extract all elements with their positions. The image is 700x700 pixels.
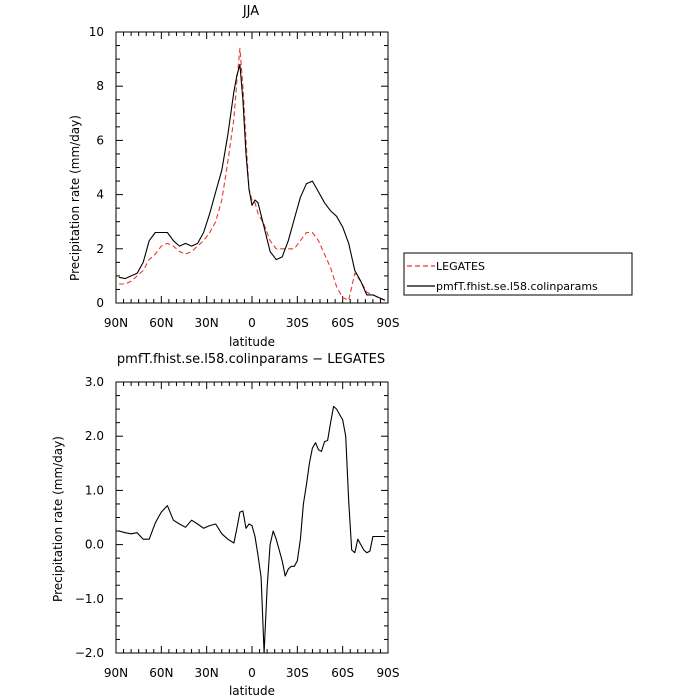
top-panel: JJA latitude Precipitation rate (mm/day)… <box>68 4 399 349</box>
top-series-line-pmft-fhist-se-l58-colinparams <box>118 63 386 301</box>
top-x-tick-label: 60S <box>331 316 354 330</box>
bottom-chart-title: pmfT.fhist.se.l58.colinparams − LEGATES <box>117 352 385 367</box>
bottom-panel: pmfT.fhist.se.l58.colinparams − LEGATES … <box>51 352 399 698</box>
bottom-y-tick-label: 2.0 <box>85 429 104 443</box>
top-x-tick-label: 60N <box>149 316 173 330</box>
bottom-series-line-difference <box>118 405 385 654</box>
top-x-tick-label: 30S <box>286 316 309 330</box>
bottom-x-tick-label: 60N <box>149 666 173 680</box>
top-series-line-legates <box>119 47 386 301</box>
bottom-x-tick-label: 30S <box>286 666 309 680</box>
top-y-tick-label: 0 <box>96 296 104 310</box>
bottom-x-axis-label: latitude <box>229 684 275 698</box>
legend-label-legates: LEGATES <box>436 260 485 273</box>
bottom-y-axis-label: Precipitation rate (mm/day) <box>51 436 65 602</box>
bottom-y-tick-label: 3.0 <box>85 375 104 389</box>
bottom-x-tick-label: 30N <box>195 666 219 680</box>
bottom-y-tick-label: −2.0 <box>75 646 104 660</box>
top-y-axis-label: Precipitation rate (mm/day) <box>68 115 82 281</box>
legend-box <box>403 252 633 296</box>
bottom-x-tick-label: 90S <box>377 666 400 680</box>
top-x-tick-label: 0 <box>248 316 256 330</box>
top-chart-legend: LEGATES pmfT.fhist.se.l58.colinparams <box>403 252 633 296</box>
top-y-tick-label: 6 <box>96 133 104 147</box>
legend-label-model: pmfT.fhist.se.l58.colinparams <box>436 280 598 293</box>
top-y-tick-label: 4 <box>96 188 104 202</box>
top-x-tick-label: 90N <box>104 316 128 330</box>
bottom-x-tick-label: 0 <box>248 666 256 680</box>
top-plot-frame <box>115 31 389 304</box>
bottom-y-tick-label: −1.0 <box>75 592 104 606</box>
bottom-x-tick-label: 90N <box>104 666 128 680</box>
top-chart-title: JJA <box>242 4 259 19</box>
bottom-y-tick-label: 1.0 <box>85 483 104 497</box>
top-y-tick-label: 10 <box>89 25 104 39</box>
bottom-plot-frame <box>115 381 389 654</box>
top-x-axis-label: latitude <box>229 335 275 349</box>
top-y-tick-label: 8 <box>96 79 104 93</box>
top-x-tick-label: 90S <box>377 316 400 330</box>
top-x-tick-label: 30N <box>195 316 219 330</box>
top-y-tick-label: 2 <box>96 242 104 256</box>
bottom-y-tick-label: 0.0 <box>85 538 104 552</box>
bottom-x-tick-label: 60S <box>331 666 354 680</box>
